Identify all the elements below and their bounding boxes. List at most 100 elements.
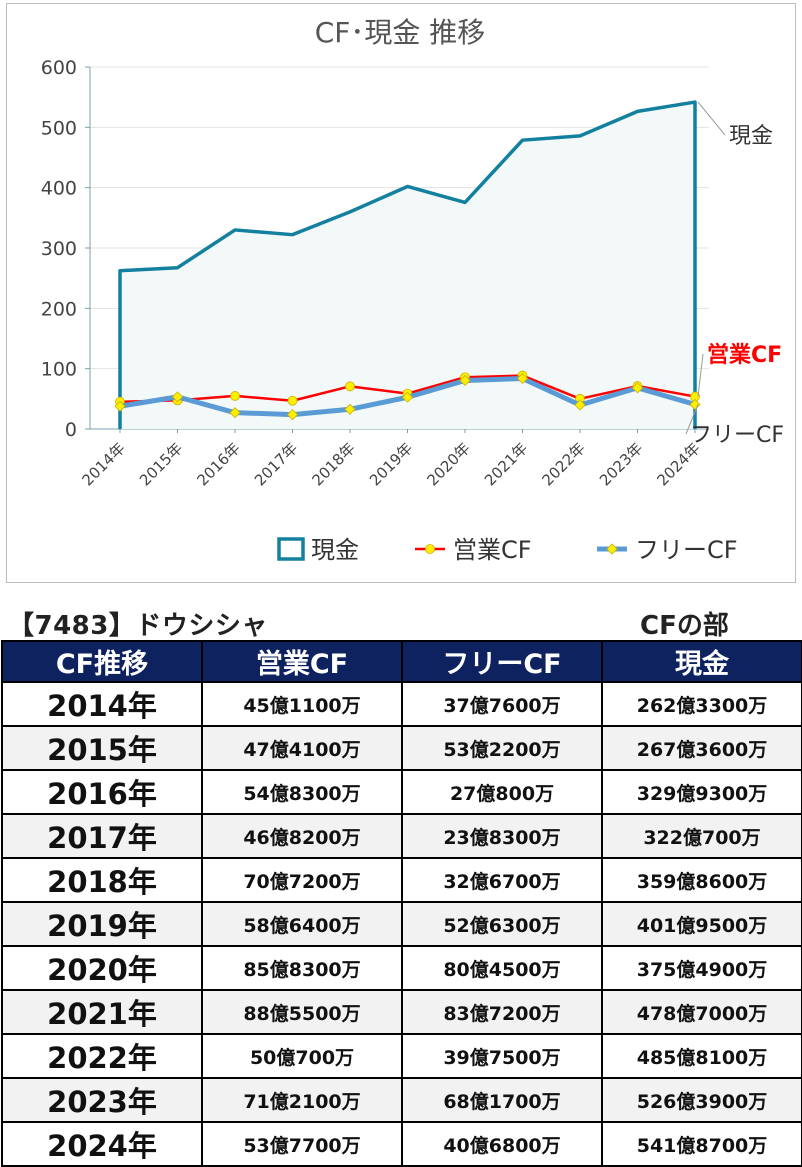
cell-cash: 541億8700万 <box>601 1121 802 1167</box>
x-tick-label: 2021年 <box>481 439 531 489</box>
table-row: 2016年 54億8300万 27億800万 329億9300万 <box>1 769 802 815</box>
table-row: 2018年 70億7200万 32億6700万 359億8600万 <box>1 857 802 903</box>
table-title-row: 【7483】ドウシシャ CFの部 <box>0 605 802 641</box>
cell-operating-cf: 71億2100万 <box>201 1077 403 1123</box>
y-tick-label: 400 <box>41 178 77 200</box>
y-tick-label: 500 <box>41 117 77 139</box>
cell-year: 2019年 <box>1 901 203 947</box>
end-label-leader <box>697 353 704 397</box>
legend-swatch-cash <box>277 537 305 561</box>
cell-year: 2017年 <box>1 813 203 859</box>
cell-operating-cf: 47億4100万 <box>201 725 403 771</box>
x-tick-label: 2023年 <box>596 439 646 489</box>
y-tick-label: 300 <box>41 238 77 260</box>
x-tick-label: 2022年 <box>538 439 588 489</box>
cell-cash: 329億9300万 <box>601 769 802 815</box>
cell-free-cf: 32億6700万 <box>401 857 603 903</box>
cell-operating-cf: 45億1100万 <box>201 681 403 727</box>
table-row: 2017年 46億8200万 23億8300万 322億700万 <box>1 813 802 859</box>
cell-operating-cf: 54億8300万 <box>201 769 403 815</box>
company-name: 【7483】ドウシシャ <box>8 611 268 641</box>
cell-year: 2020年 <box>1 945 203 991</box>
x-tick-label: 2020年 <box>423 439 473 489</box>
table-row: 2023年 71億2100万 68億1700万 526億3900万 <box>1 1077 802 1123</box>
cell-year: 2023年 <box>1 1077 203 1123</box>
data-point <box>114 400 126 412</box>
data-point <box>287 395 298 406</box>
cell-cash: 322億700万 <box>601 813 802 859</box>
cell-free-cf: 37億7600万 <box>401 681 603 727</box>
table-row: 2015年 47億4100万 53億2200万 267億3600万 <box>1 725 802 771</box>
legend-label-free: フリーCF <box>635 536 738 564</box>
legend-label-cash: 現金 <box>311 536 359 564</box>
x-tick-label: 2017年 <box>251 439 301 489</box>
cell-operating-cf: 53億7700万 <box>201 1121 403 1167</box>
cell-cash: 401億9500万 <box>601 901 802 947</box>
table-row: 2021年 88億5500万 83億7200万 478億7000万 <box>1 989 802 1035</box>
cell-operating-cf: 70億7200万 <box>201 857 403 903</box>
cell-operating-cf: 46億8200万 <box>201 813 403 859</box>
cell-free-cf: 52億6300万 <box>401 901 603 947</box>
legend-swatch-operating-marker <box>425 544 435 554</box>
table-row: 2014年 45億1100万 37億7600万 262億3300万 <box>1 681 802 727</box>
data-point <box>286 409 299 421</box>
cell-cash: 267億3600万 <box>601 725 802 771</box>
table-row: 2020年 85億8300万 80億4500万 375億4900万 <box>1 945 802 991</box>
cell-cash: 478億7000万 <box>601 989 802 1035</box>
cell-year: 2021年 <box>1 989 203 1035</box>
header-cf-trend: CF推移 <box>1 640 203 683</box>
data-point <box>631 382 644 394</box>
cell-year: 2016年 <box>1 769 203 815</box>
series-line-cash <box>118 100 697 429</box>
cell-free-cf: 53億2200万 <box>401 725 603 771</box>
header-operating-cf: 営業CF <box>201 640 403 683</box>
header-cash: 現金 <box>601 640 802 683</box>
table-row: 2024年 53億7700万 40億6800万 541億8700万 <box>1 1121 802 1167</box>
data-point <box>229 407 241 419</box>
cell-free-cf: 83億7200万 <box>401 989 603 1035</box>
cell-free-cf: 80億4500万 <box>401 945 603 991</box>
end-label: 現金 <box>729 124 773 149</box>
cell-year: 2022年 <box>1 1033 203 1079</box>
cell-cash: 359億8600万 <box>601 857 802 903</box>
cell-year: 2015年 <box>1 725 203 771</box>
x-tick-label: 2014年 <box>78 439 128 489</box>
data-point <box>230 391 240 401</box>
cell-cash: 262億3300万 <box>601 681 802 727</box>
cell-operating-cf: 58億6400万 <box>201 901 403 947</box>
end-label: 営業CF <box>707 342 782 368</box>
table-row: 2022年 50億700万 39億7500万 485億8100万 <box>1 1033 802 1079</box>
cell-cash: 375億4900万 <box>601 945 802 991</box>
header-free-cf: フリーCF <box>401 640 603 683</box>
x-tick-label: 2015年 <box>136 439 186 489</box>
cell-free-cf: 68億1700万 <box>401 1077 603 1123</box>
cell-free-cf: 39億7500万 <box>401 1033 603 1079</box>
cell-cash: 485億8100万 <box>601 1033 802 1079</box>
x-tick-label: 2018年 <box>308 439 358 489</box>
end-label-leader <box>697 101 726 136</box>
cell-operating-cf: 88億5500万 <box>201 989 403 1035</box>
cell-operating-cf: 85億8300万 <box>201 945 403 991</box>
data-point <box>459 374 471 387</box>
cell-free-cf: 40億6800万 <box>401 1121 603 1167</box>
y-tick-label: 100 <box>41 359 77 381</box>
data-point <box>574 399 586 411</box>
end-label: フリーCF <box>690 423 784 448</box>
y-tick-label: 600 <box>41 57 77 79</box>
table-header-row: CF推移 営業CF フリーCF 現金 <box>1 640 802 683</box>
section-label: CFの部 <box>640 611 729 641</box>
data-point <box>171 391 184 403</box>
cell-free-cf: 27億800万 <box>401 769 603 815</box>
table-row: 2019年 58億6400万 52億6300万 401億9500万 <box>1 901 802 947</box>
legend-label-operating: 営業CF <box>453 536 532 564</box>
cell-operating-cf: 50億700万 <box>201 1033 403 1079</box>
data-point <box>345 381 355 392</box>
cell-free-cf: 23億8300万 <box>401 813 603 859</box>
cell-cash: 526億3900万 <box>601 1077 802 1123</box>
chart-frame: CF･現金 推移 0 100 200 300 400 500 600 2014年 2015年 201… <box>6 3 796 583</box>
data-point <box>344 403 356 415</box>
x-tick-label: 2016年 <box>193 439 243 489</box>
legend-swatch-free-marker <box>606 543 618 555</box>
cell-year: 2024年 <box>1 1121 203 1167</box>
data-point <box>401 391 414 403</box>
